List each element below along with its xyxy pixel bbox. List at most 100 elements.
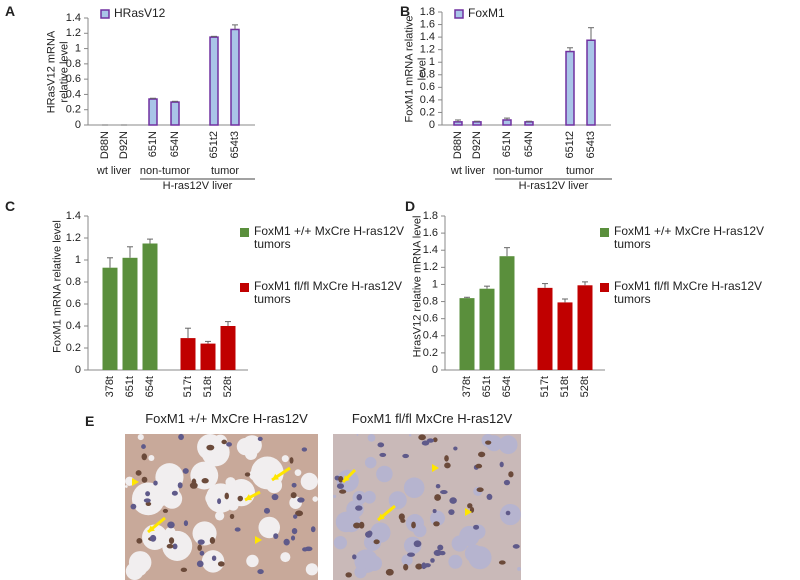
tissue <box>434 494 442 501</box>
tissue <box>199 550 205 556</box>
tissue <box>172 543 178 550</box>
y-tick-label: 1.4 <box>66 12 81 24</box>
y-tick-label: 1.8 <box>423 210 438 222</box>
bar <box>180 338 196 370</box>
bar <box>557 302 573 370</box>
x-tick-label: 654t <box>501 376 513 397</box>
x-tick-label: D88N <box>99 131 111 159</box>
y-tick-label: 0.4 <box>66 88 81 100</box>
x-tick-label: 528t <box>579 376 591 397</box>
x-tick-label: 378t <box>461 376 473 397</box>
y-tick-label: 1.6 <box>420 18 435 30</box>
bar <box>479 288 495 370</box>
tissue <box>451 535 468 552</box>
legend-label: FoxM1 fl/fl MxCre H-ras12V tumors <box>254 279 403 306</box>
tissue <box>464 544 483 563</box>
y-tick-label: 1 <box>75 42 81 54</box>
tissue <box>295 510 304 517</box>
tissue <box>136 537 143 544</box>
super-label: H-ras12V liver <box>162 180 233 192</box>
tissue <box>345 572 352 578</box>
x-tick-label: 651t2 <box>564 131 576 159</box>
tissue <box>211 435 228 452</box>
group-label: tumor <box>565 165 595 177</box>
y-tick-label: 1.4 <box>423 244 438 256</box>
tissue <box>167 521 175 529</box>
tissue <box>340 511 352 523</box>
x-tick-label: 378t <box>104 376 116 397</box>
bar <box>122 257 138 370</box>
tissue <box>312 496 318 502</box>
tissue <box>196 560 204 568</box>
tissue <box>385 568 394 576</box>
legend-swatch <box>454 9 464 19</box>
tissue <box>355 505 363 511</box>
group-label: wt liver <box>96 165 132 177</box>
tissue <box>211 555 217 561</box>
x-tick-label: 654N <box>523 131 535 157</box>
y-tick-label: 0 <box>429 119 435 131</box>
tissue <box>415 563 423 570</box>
tissue <box>300 472 319 491</box>
tissue <box>234 527 241 532</box>
tissue <box>201 550 225 573</box>
x-tick-label: 518t <box>202 376 214 397</box>
tissue <box>453 446 458 451</box>
tissue <box>435 484 441 489</box>
tissue <box>485 440 492 445</box>
legend-swatch <box>600 283 609 292</box>
tissue <box>221 439 227 445</box>
tissue <box>336 483 345 489</box>
tissue <box>244 472 251 477</box>
x-tick-label: D92N <box>471 131 483 159</box>
tissue <box>430 558 435 563</box>
x-tick-label: 654N <box>169 131 181 157</box>
tissue <box>379 452 387 457</box>
tissue <box>353 522 361 529</box>
tissue <box>403 477 425 498</box>
bar <box>453 121 463 126</box>
x-tick-label: 654t3 <box>229 131 241 159</box>
tissue <box>398 513 405 521</box>
y-tick-label: 0.4 <box>423 330 438 342</box>
bar <box>102 267 118 370</box>
tissue <box>376 465 393 483</box>
histology-image <box>333 434 522 580</box>
tissue <box>250 456 284 490</box>
tissue <box>408 434 412 437</box>
x-tick-label: 517t <box>182 376 194 397</box>
bar <box>170 101 180 126</box>
tissue <box>273 533 279 539</box>
tissue <box>224 492 230 500</box>
tissue <box>512 544 520 549</box>
tissue <box>289 457 294 464</box>
bar <box>586 39 596 126</box>
tissue <box>141 476 148 483</box>
bar <box>565 50 575 126</box>
y-tick-label: 1.4 <box>420 31 435 43</box>
legend-label: FoxM1 +/+ MxCre H-ras12V tumors <box>254 224 405 251</box>
tissue <box>310 526 316 533</box>
legend-swatch <box>600 228 609 237</box>
x-tick-label: 651N <box>501 131 513 157</box>
tissue <box>305 563 318 576</box>
tissue <box>467 503 473 509</box>
bar <box>577 285 593 370</box>
y-tick-label: 1.2 <box>66 232 81 244</box>
tissue <box>189 482 198 489</box>
y-tick-label: 0.6 <box>66 298 81 310</box>
y-tick-label: 0.2 <box>66 104 81 116</box>
tissue <box>290 535 296 541</box>
tissue <box>155 463 184 492</box>
tissue <box>363 490 376 504</box>
x-tick-label: 518t <box>559 376 571 397</box>
tissue <box>388 491 407 510</box>
tissue <box>354 566 367 579</box>
tissue <box>217 561 225 567</box>
tissue <box>206 444 215 451</box>
tissue <box>475 463 483 469</box>
tissue <box>125 485 128 488</box>
tissue <box>356 434 359 436</box>
legend-label: FoxM1 +/+ MxCre H-ras12V tumors <box>614 224 765 251</box>
